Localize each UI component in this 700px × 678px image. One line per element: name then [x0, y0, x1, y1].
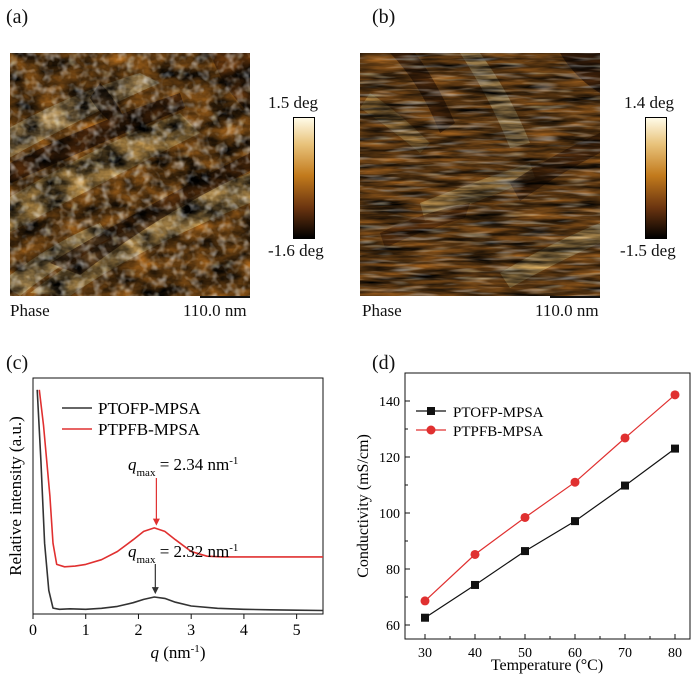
chart-saxs-profile: Relative intensity (a.u.) 0 1 2 3 4 5 q (nm-1…: [6, 377, 324, 662]
afm-mode-label-b: Phase: [362, 301, 402, 320]
annotation-qmax-ptpfb: qmax = 2.34 nm-1: [128, 455, 238, 526]
x-tick-label-c: 5: [293, 622, 301, 639]
data-point-ptpfb: [670, 390, 680, 400]
panel-label-d: (d): [372, 352, 396, 374]
legend-marker-ptofp: [427, 407, 435, 415]
series-line-ptofp: [36, 389, 324, 612]
legend-marker-ptpfb: [426, 425, 436, 435]
x-tick-label-c: 0: [29, 622, 37, 639]
afm-phase-image-a: [10, 53, 250, 296]
x-tick-label-d: 60: [568, 646, 582, 661]
y-axis-label-c: Relative intensity (a.u.): [6, 416, 25, 576]
x-tick-label-d: 70: [618, 646, 632, 661]
data-point-ptofp: [571, 517, 579, 526]
y-tick-label-d: 140: [379, 395, 400, 410]
legend-label-ptpfb-d: PTPFB-MPSA: [453, 424, 543, 440]
x-tick-label-d: 80: [668, 646, 682, 661]
afm-mode-label-a: Phase: [10, 301, 50, 320]
series-line-ptpfb: [38, 389, 323, 568]
scale-bar-label-a: 110.0 nm: [183, 301, 247, 320]
data-point-ptpfb: [620, 433, 630, 443]
chart-conductivity: Conductivity (mS/cm) Temperature (°C) 30…: [355, 372, 691, 674]
series-line-ptpfb-d: [424, 394, 676, 602]
panel-label-b: (b): [372, 6, 396, 28]
color-scale-max-b: 1.4 deg: [624, 93, 675, 112]
data-point-ptpfb: [570, 477, 580, 487]
x-tick-label-d: 50: [518, 646, 532, 661]
color-scale-bar-a: [293, 117, 315, 239]
x-tick-label-c: 2: [134, 622, 142, 639]
series-line-ptofp-d: [424, 448, 676, 619]
legend-c: PTOFP-MPSA PTPFB-MPSA: [62, 399, 201, 439]
data-point-ptofp: [621, 481, 629, 490]
data-point-ptofp: [671, 444, 679, 453]
y-tick-label-d: 100: [379, 507, 400, 522]
x-tick-label-c: 1: [82, 622, 90, 639]
data-point-ptofp: [471, 580, 479, 589]
legend-label-ptofp: PTOFP-MPSA: [98, 399, 201, 418]
scale-bar-a: [200, 296, 250, 298]
data-point-ptpfb: [470, 549, 480, 559]
x-axis-label-c: q (nm-1): [151, 643, 206, 662]
y-tick-label-d: 120: [379, 451, 400, 466]
x-tick-label-d: 40: [468, 646, 482, 661]
data-point-ptofp: [421, 613, 429, 622]
color-scale-bar-b: [645, 117, 667, 239]
data-point-ptpfb: [420, 596, 430, 606]
x-axis-label-d: Temperature (°C): [491, 657, 603, 674]
y-tick-label-d: 60: [386, 619, 400, 634]
x-tick-label-c: 4: [240, 622, 248, 639]
data-point-ptofp: [521, 547, 529, 556]
color-scale-min-a: -1.6 deg: [268, 241, 324, 260]
scale-bar-b: [550, 296, 600, 298]
data-point-ptpfb: [520, 512, 530, 522]
legend-d: PTOFP-MPSA PTPFB-MPSA: [416, 405, 544, 440]
legend-label-ptofp-d: PTOFP-MPSA: [453, 405, 544, 421]
afm-phase-image-b: [360, 53, 600, 296]
annotation-qmax-ptofp: qmax = 2.32 nm-1: [128, 542, 238, 595]
svg-text:qmax = 2.34 nm-1: qmax = 2.34 nm-1: [128, 455, 238, 479]
plot-frame-d: [404, 372, 691, 640]
plot-frame-c: [32, 377, 324, 615]
panel-label-c: (c): [6, 352, 29, 374]
legend-label-ptpfb: PTPFB-MPSA: [98, 420, 201, 439]
x-tick-label-d: 30: [418, 646, 432, 661]
y-axis-label-d: Conductivity (mS/cm): [355, 434, 372, 578]
scale-bar-label-b: 110.0 nm: [535, 301, 599, 320]
y-tick-label-d: 80: [386, 563, 400, 578]
color-scale-max-a: 1.5 deg: [268, 93, 319, 112]
color-scale-min-b: -1.5 deg: [620, 241, 676, 260]
panel-label-a: (a): [6, 6, 29, 28]
x-tick-label-c: 3: [187, 622, 195, 639]
svg-text:qmax = 2.32 nm-1: qmax = 2.32 nm-1: [128, 542, 238, 566]
